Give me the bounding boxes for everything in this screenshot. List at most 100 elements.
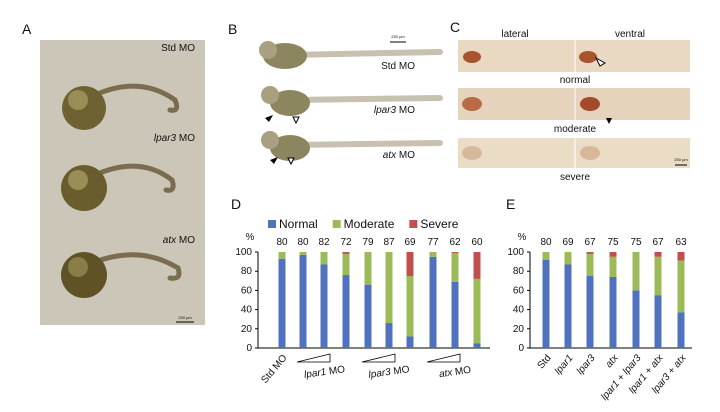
- photo-label: atx MO: [383, 150, 415, 161]
- y-tick-label: 100: [507, 247, 524, 258]
- bar-segment: [677, 260, 685, 313]
- panel-letter: B: [228, 21, 237, 37]
- y-tick-label: 60: [513, 285, 525, 296]
- bar-segment: [342, 252, 350, 254]
- count-label: 72: [340, 237, 352, 248]
- bar-segment: [586, 276, 594, 348]
- bar-segment: [564, 252, 572, 265]
- bar-segment: [299, 252, 307, 255]
- bar-segment: [677, 252, 685, 261]
- bar-segment: [429, 252, 437, 257]
- y-tick-label: 60: [241, 285, 253, 296]
- bar-segment: [677, 312, 685, 348]
- x-tick-label: lpar1: [553, 353, 576, 377]
- bar-segment: [406, 276, 414, 337]
- bar-segment: [654, 256, 662, 296]
- y-tick-label: 80: [513, 266, 525, 277]
- y-axis-label: %: [518, 232, 527, 243]
- bar-segment: [654, 252, 662, 257]
- bar-segment: [632, 290, 640, 348]
- bar-segment: [451, 252, 459, 253]
- photo-label: lpar3 MO: [374, 105, 415, 116]
- count-label: 75: [607, 237, 619, 248]
- count-label: 62: [449, 237, 461, 248]
- count-label: 67: [584, 237, 596, 248]
- count-label: 69: [404, 237, 416, 248]
- panel-letter: D: [231, 196, 241, 212]
- bar-segment: [429, 256, 437, 348]
- count-label: 77: [427, 237, 439, 248]
- legend-swatch: [409, 220, 418, 228]
- x-tick-label: Std: [535, 353, 553, 372]
- count-label: 67: [652, 237, 664, 248]
- legend-swatch: [332, 220, 341, 228]
- y-tick-label: 0: [246, 343, 252, 354]
- y-tick-label: 40: [513, 304, 525, 315]
- bar-segment: [278, 258, 286, 348]
- photo-label: atx MO: [163, 235, 195, 246]
- bar-segment: [342, 253, 350, 276]
- legend-label: Severe: [420, 217, 458, 231]
- count-label: 82: [318, 237, 330, 248]
- bar-segment: [473, 278, 481, 344]
- group-label: lpar1 MO: [303, 364, 345, 381]
- legend-swatch: [268, 220, 276, 228]
- bar-segment: [406, 336, 414, 348]
- bar-segment: [586, 252, 594, 254]
- x-tick-label: atx: [603, 352, 621, 370]
- count-label: 80: [276, 237, 288, 248]
- y-axis-label: %: [246, 232, 255, 243]
- bar-segment: [473, 252, 481, 279]
- bar-segment: [299, 254, 307, 348]
- row-label: moderate: [554, 124, 597, 135]
- legend-label: Moderate: [344, 217, 395, 231]
- y-tick-label: 100: [235, 247, 252, 258]
- row-label: severe: [560, 172, 590, 183]
- count-label: 60: [471, 237, 483, 248]
- bar-segment: [342, 275, 350, 348]
- x-tick-label: lpar3: [575, 352, 598, 376]
- bar-segment: [278, 252, 286, 259]
- count-label: 75: [630, 237, 642, 248]
- count-label: 63: [675, 237, 687, 248]
- bar-segment: [406, 252, 414, 276]
- group-label: atx MO: [438, 364, 472, 379]
- scale-label: 250 μm: [391, 34, 405, 39]
- row-label: normal: [560, 75, 591, 86]
- bar-segment: [632, 252, 640, 291]
- bar-segment: [564, 264, 572, 348]
- panel-letter: E: [506, 196, 515, 212]
- count-label: 87: [383, 237, 395, 248]
- bar-segment: [364, 284, 372, 348]
- y-tick-label: 20: [513, 323, 525, 334]
- photo-label: Std MO: [381, 61, 415, 72]
- legend-label: Normal: [279, 217, 318, 231]
- y-tick-label: 40: [241, 304, 253, 315]
- bar-segment: [320, 264, 328, 348]
- bar-segment: [542, 252, 550, 260]
- count-label: 79: [362, 237, 374, 248]
- y-tick-label: 0: [518, 343, 524, 354]
- bar-segment: [609, 252, 617, 257]
- bar-segment: [473, 343, 481, 348]
- panel-c-photo: [458, 40, 690, 168]
- scale-label: 250 μm: [178, 315, 192, 320]
- photo-label: lpar3 MO: [154, 133, 195, 144]
- panel-b-photo: [259, 41, 443, 166]
- scale-label: 250 μm: [674, 157, 688, 162]
- panel-letter: A: [22, 21, 32, 37]
- wedges: [296, 353, 461, 363]
- panel-a-photo: [40, 40, 205, 325]
- bar-segment: [609, 276, 617, 348]
- group-label: lpar3 MO: [368, 364, 410, 381]
- bar-segment: [451, 281, 459, 348]
- y-tick-label: 80: [241, 266, 253, 277]
- column-label: lateral: [501, 29, 528, 40]
- bar-segment: [320, 252, 328, 265]
- x-tick-label: Std MO: [259, 352, 289, 385]
- photo-label: Std MO: [161, 43, 195, 54]
- bar-segment: [542, 259, 550, 348]
- bar-segment: [364, 252, 372, 285]
- bar-segment: [609, 256, 617, 277]
